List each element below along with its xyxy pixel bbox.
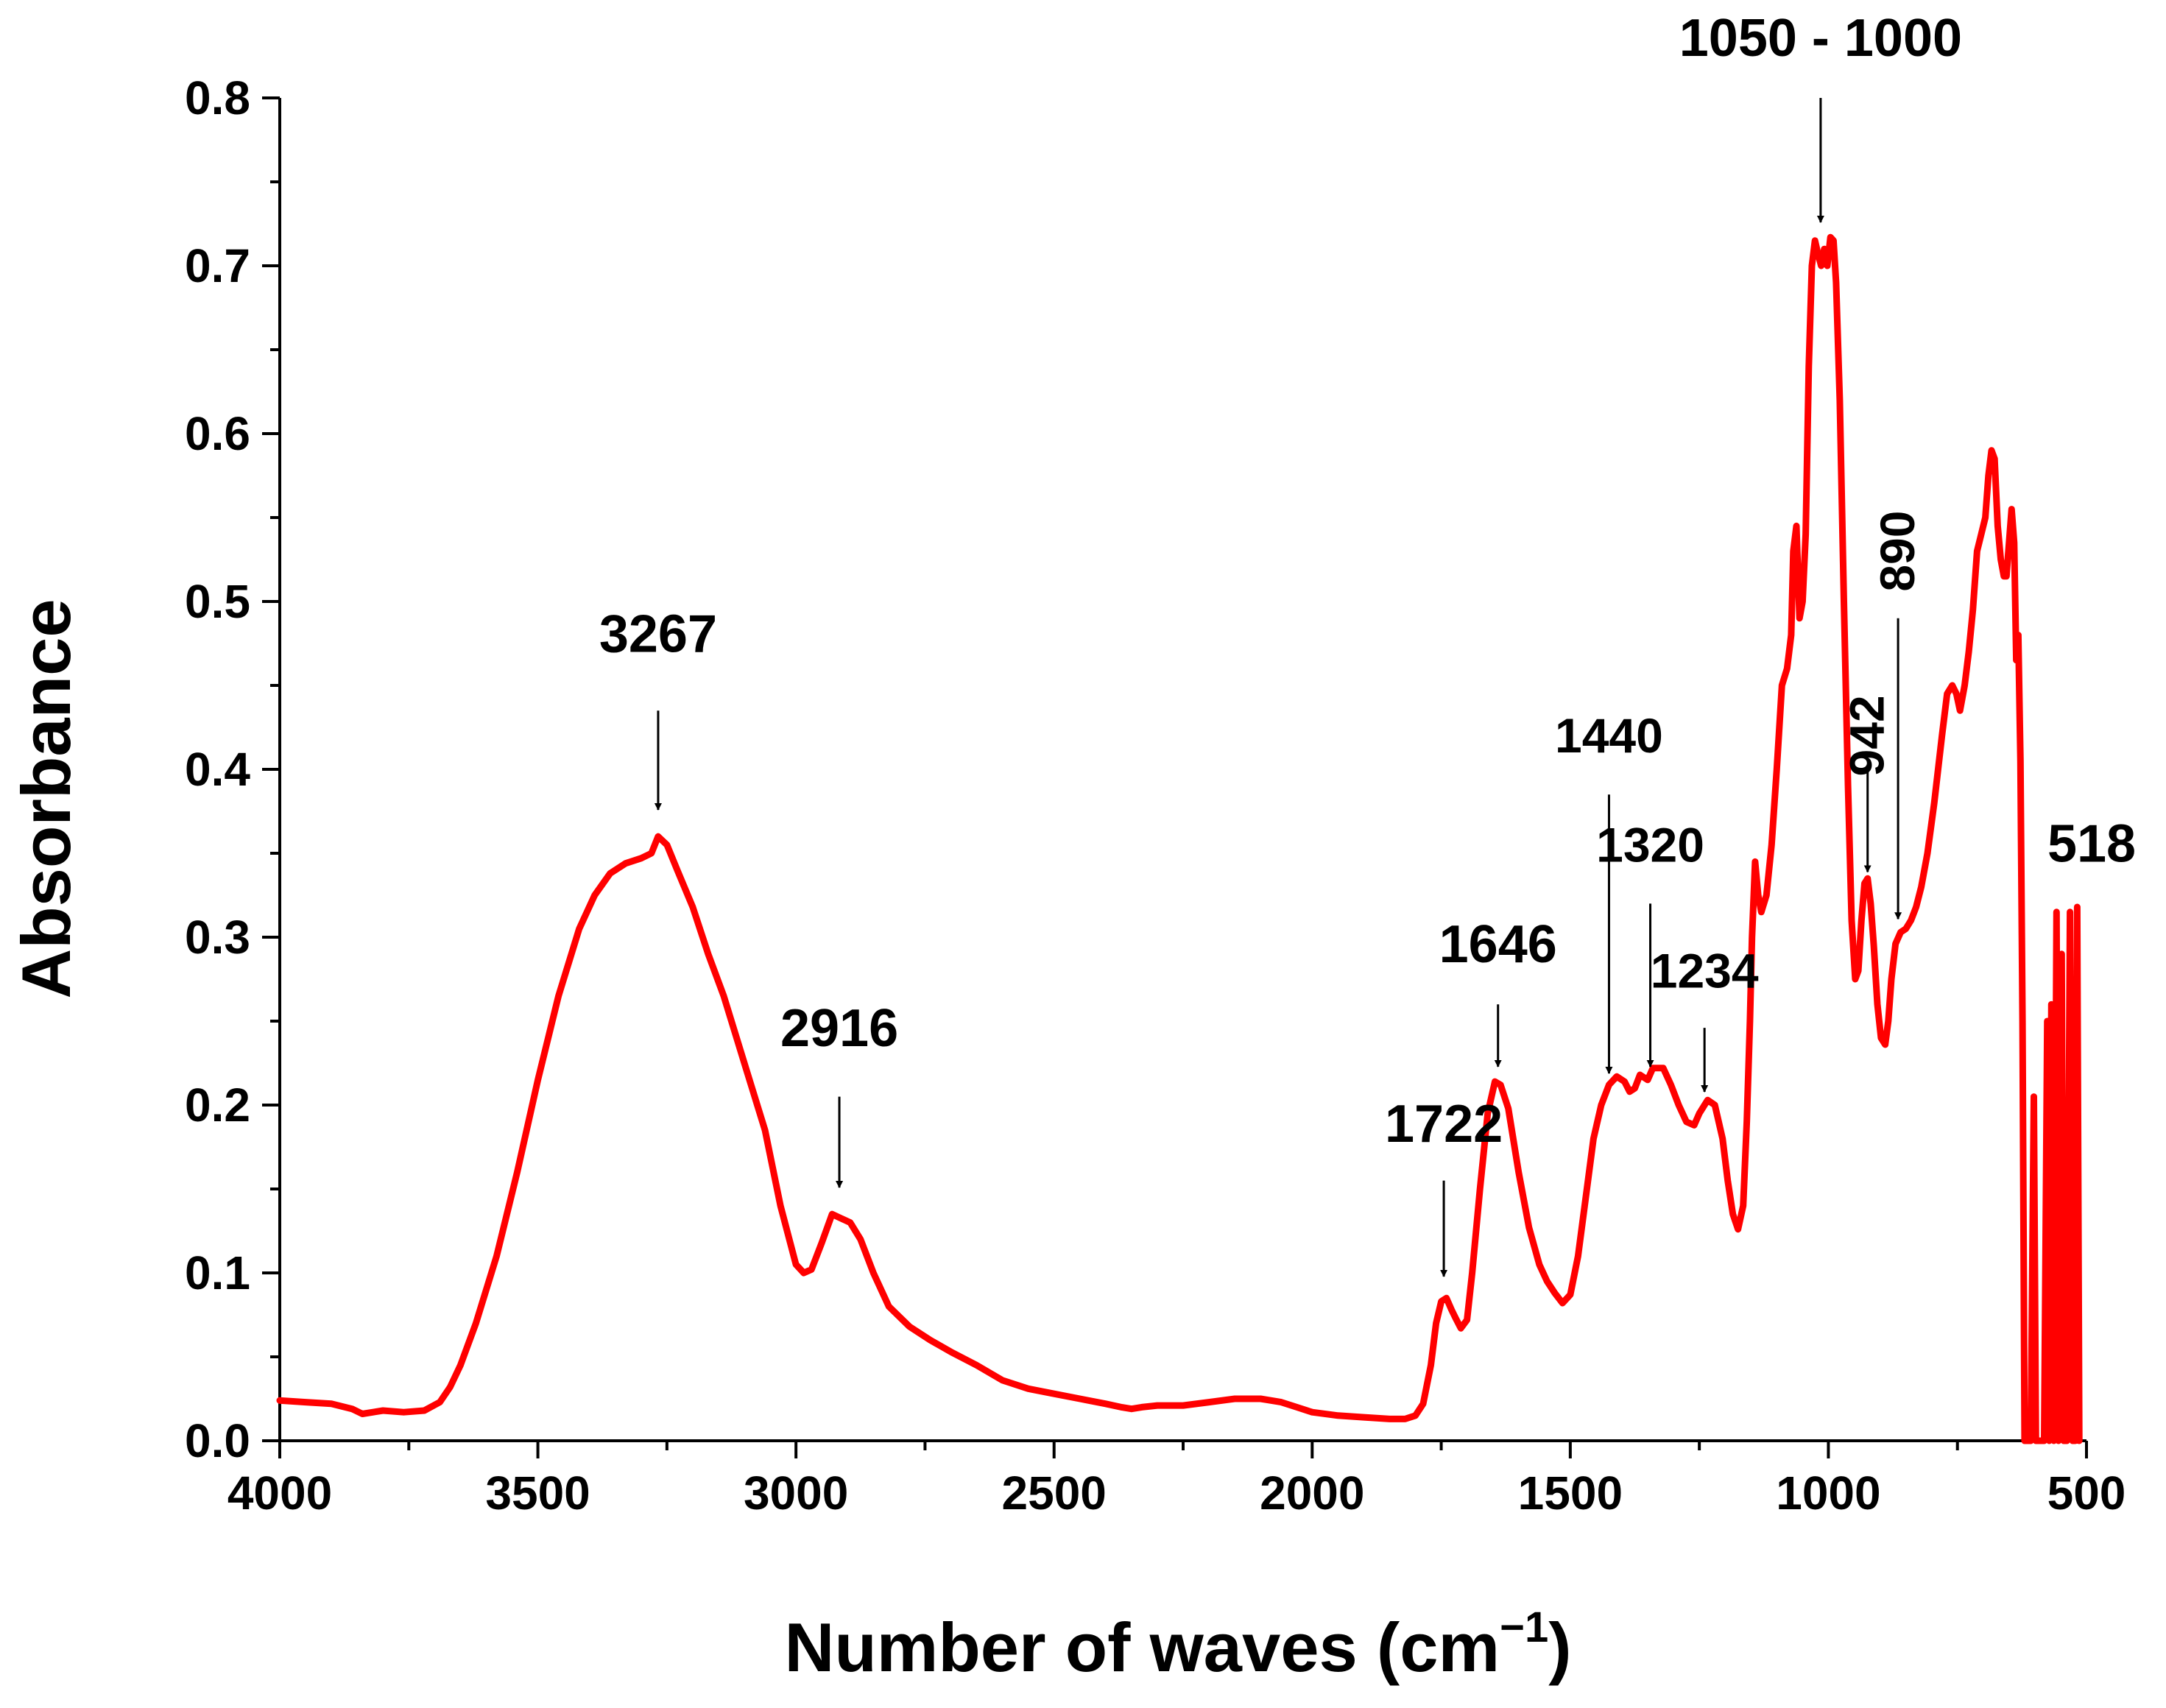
y-axis-ticks: 0.0 0.1 0.2 0.3 0.4 0.5 0.6 0.7 0.8 [185,71,280,1467]
series-layer [276,233,2083,1444]
x-tick-label: 1000 [1776,1467,1880,1520]
peak-label: 1440 [1555,708,1663,763]
spectrum-line [276,233,2083,1444]
y-tick-label: 0.4 [185,743,250,796]
x-tick-label: 2000 [1260,1467,1364,1520]
y-tick-label: 0.5 [185,575,250,628]
peak-label: 942 [1840,695,1894,776]
x-axis-title-superscript: −1 [1500,1603,1548,1651]
y-tick-label: 0.3 [185,911,250,964]
x-tick-label: 4000 [227,1467,332,1520]
axes [278,98,2086,1442]
y-tick-label: 0.2 [185,1079,250,1132]
x-tick-label: 3000 [744,1467,848,1520]
y-tick-label: 0.6 [185,407,250,460]
x-axis-title: Number of waves (cm−1) [784,1603,1571,1686]
peak-label: 3267 [599,604,717,663]
y-tick-label: 0.0 [185,1414,250,1467]
y-tick-label: 0.8 [185,71,250,124]
peak-label: 1234 [1651,943,1759,998]
x-tick-label: 500 [2047,1467,2126,1520]
peak-label: 1646 [1439,915,1557,974]
y-tick-label: 0.1 [185,1246,250,1299]
peak-label: 2916 [780,999,898,1058]
x-tick-label: 1500 [1518,1467,1623,1520]
x-axis-title-close: ) [1548,1609,1571,1686]
peak-label: 1722 [1385,1095,1503,1154]
y-axis-title: Absorbance [7,599,85,998]
peak-label: 1050 - 1000 [1679,9,1962,68]
peak-annotations: 3267 2916 1722 1646 1440 1320 1234 1050 - 1000 9… [599,9,2136,1277]
x-tick-label: 2500 [1002,1467,1107,1520]
peak-label: 1320 [1596,817,1704,872]
x-axis-ticks: 4000 3500 3000 2500 2000 1500 1000 500 [227,1441,2126,1520]
x-tick-label: 3500 [485,1467,590,1520]
peak-label: 890 [1870,511,1925,592]
peak-label: 518 [2047,814,2136,873]
x-axis-title-text: Number of waves (cm [784,1609,1500,1686]
y-tick-label: 0.7 [185,239,250,292]
